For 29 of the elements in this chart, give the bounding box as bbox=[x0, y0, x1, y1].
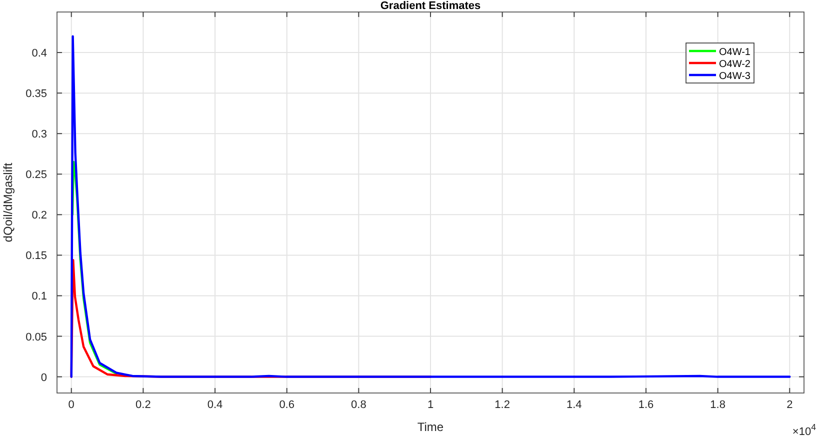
y-tick-label: 0.15 bbox=[26, 250, 47, 262]
x-tick-label: 2 bbox=[786, 399, 793, 411]
line-series bbox=[71, 160, 118, 375]
x-tick-label: 0.8 bbox=[351, 399, 366, 411]
y-tick-label: 0.1 bbox=[32, 290, 47, 303]
line-series bbox=[70, 35, 791, 378]
x-tick-label: 0 bbox=[68, 399, 74, 411]
x-tick-label: 1.6 bbox=[638, 399, 654, 411]
x-tick-label: 1.8 bbox=[710, 399, 726, 411]
x-tick-label: 0.2 bbox=[136, 399, 151, 411]
x-tick-label: 0.6 bbox=[279, 399, 294, 411]
x-tick-label: 1.4 bbox=[566, 399, 582, 411]
y-tick-label: 0.35 bbox=[26, 88, 47, 100]
x-axis-title: Time bbox=[417, 420, 444, 434]
legend-label: O4W-1 bbox=[719, 47, 751, 58]
text: ×10$^{4}$ bbox=[792, 422, 816, 438]
y-tick-label: 0.2 bbox=[32, 210, 47, 222]
y-tick-label: 0.3 bbox=[32, 128, 47, 141]
chart-title: Gradient Estimates bbox=[380, 0, 481, 12]
y-axis-title: dQoil/dMgaslift bbox=[1, 162, 15, 242]
legend-label: O4W-2 bbox=[719, 59, 751, 70]
x-tick-label: 0.4 bbox=[207, 399, 223, 411]
y-tick-label: 0.25 bbox=[26, 169, 47, 182]
y-tick-label: 0.4 bbox=[32, 48, 47, 60]
y-tick-label: 0 bbox=[40, 372, 47, 384]
legend-label: O4W-3 bbox=[719, 71, 751, 82]
x-tick-label: 1.2 bbox=[494, 399, 510, 411]
x-tick-label: 1 bbox=[427, 399, 434, 411]
y-tick-label: 0.05 bbox=[26, 331, 47, 344]
